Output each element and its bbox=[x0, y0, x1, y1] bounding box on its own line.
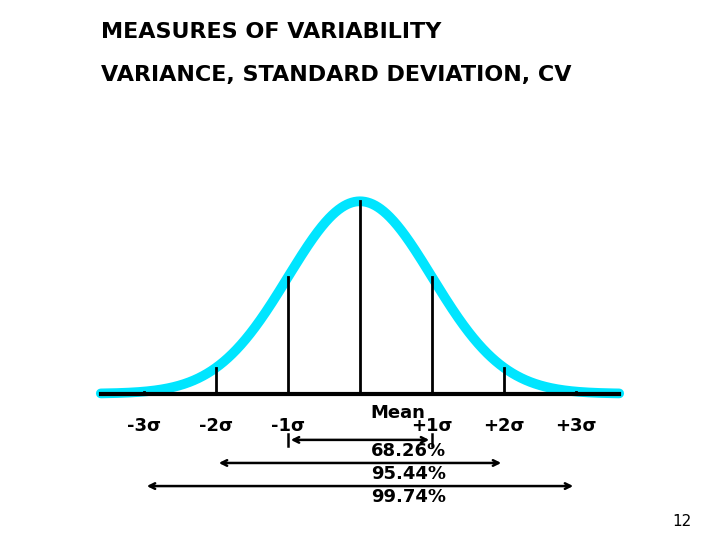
Text: 99.74%: 99.74% bbox=[371, 488, 446, 506]
Text: -1σ: -1σ bbox=[271, 417, 305, 435]
Text: +3σ: +3σ bbox=[555, 417, 597, 435]
Text: MEASURES OF VARIABILITY: MEASURES OF VARIABILITY bbox=[101, 22, 441, 42]
Text: VARIANCE, STANDARD DEVIATION, CV: VARIANCE, STANDARD DEVIATION, CV bbox=[101, 65, 571, 85]
Text: Mean: Mean bbox=[371, 404, 426, 422]
Text: 68.26%: 68.26% bbox=[371, 442, 446, 460]
Text: -3σ: -3σ bbox=[127, 417, 161, 435]
Text: +1σ: +1σ bbox=[411, 417, 453, 435]
Text: +2σ: +2σ bbox=[483, 417, 525, 435]
Text: 95.44%: 95.44% bbox=[371, 465, 446, 483]
Text: -2σ: -2σ bbox=[199, 417, 233, 435]
Text: 12: 12 bbox=[672, 514, 691, 529]
